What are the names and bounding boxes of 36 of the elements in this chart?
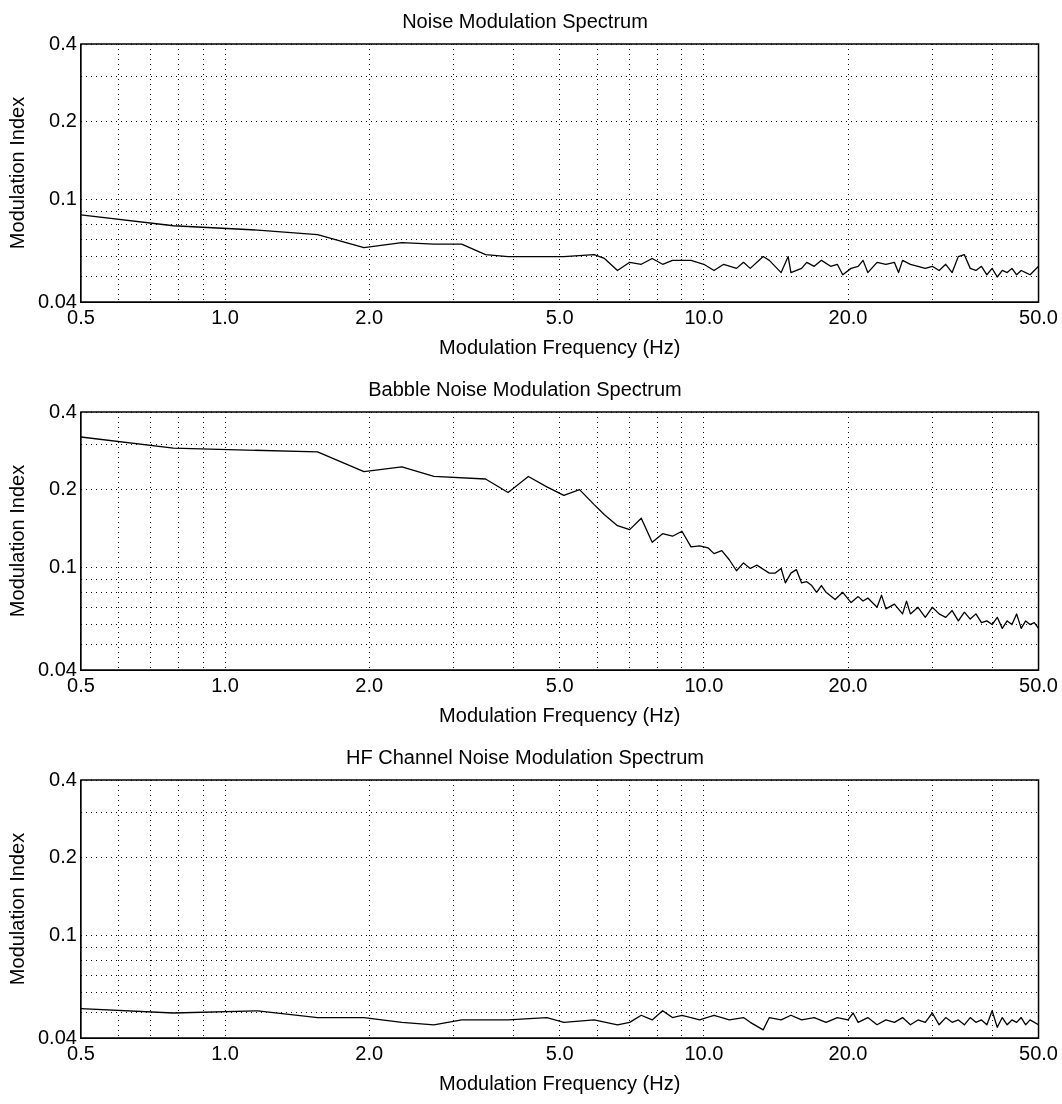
x-tick-label: 1.0	[211, 673, 239, 696]
x-tick-label: 5.0	[545, 305, 574, 328]
x-tick-label: 50.0	[1019, 305, 1059, 328]
x-tick-label: 50.0	[1019, 1041, 1059, 1064]
x-tick-label: 50.0	[1019, 673, 1059, 696]
x-tick-label: 1.0	[211, 305, 239, 328]
x-tick-label: 2.0	[355, 1041, 384, 1064]
x-axis-title: Modulation Frequency (Hz)	[439, 703, 681, 726]
x-tick-label: 20.0	[828, 673, 868, 696]
y-tick-label: 0.2	[49, 477, 77, 500]
y-axis-title: Modulation Index	[5, 464, 28, 618]
x-tick-label: 2.0	[355, 305, 384, 328]
x-tick-label: 10.0	[684, 1041, 724, 1064]
x-tick-label: 20.0	[828, 1041, 868, 1064]
chart-title: HF Channel Noise Modulation Spectrum	[346, 745, 704, 768]
x-tick-label: 1.0	[211, 1041, 239, 1064]
y-tick-label: 0.1	[49, 186, 77, 209]
y-axis-title: Modulation Index	[5, 96, 28, 250]
x-tick-label: 10.0	[684, 305, 724, 328]
x-tick-label: 2.0	[355, 673, 384, 696]
y-tick-label: 0.4	[49, 31, 77, 54]
y-tick-label: 0.2	[49, 845, 77, 868]
y-tick-label: 0.1	[49, 554, 77, 577]
y-tick-label: 0.1	[49, 922, 77, 945]
x-axis-title: Modulation Frequency (Hz)	[439, 335, 681, 358]
chart-title: Noise Modulation Spectrum	[402, 9, 648, 32]
y-axis-title: Modulation Index	[5, 832, 28, 986]
x-tick-label: 5.0	[545, 1041, 574, 1064]
x-tick-label: 20.0	[828, 305, 868, 328]
y-tick-label: 0.4	[49, 767, 77, 790]
x-tick-label: 5.0	[545, 673, 574, 696]
chart-title: Babble Noise Modulation Spectrum	[368, 377, 682, 400]
y-tick-label: 0.2	[49, 109, 77, 132]
x-tick-label: 10.0	[684, 673, 724, 696]
x-axis-title: Modulation Frequency (Hz)	[439, 1071, 681, 1094]
y-tick-label: 0.4	[49, 399, 77, 422]
